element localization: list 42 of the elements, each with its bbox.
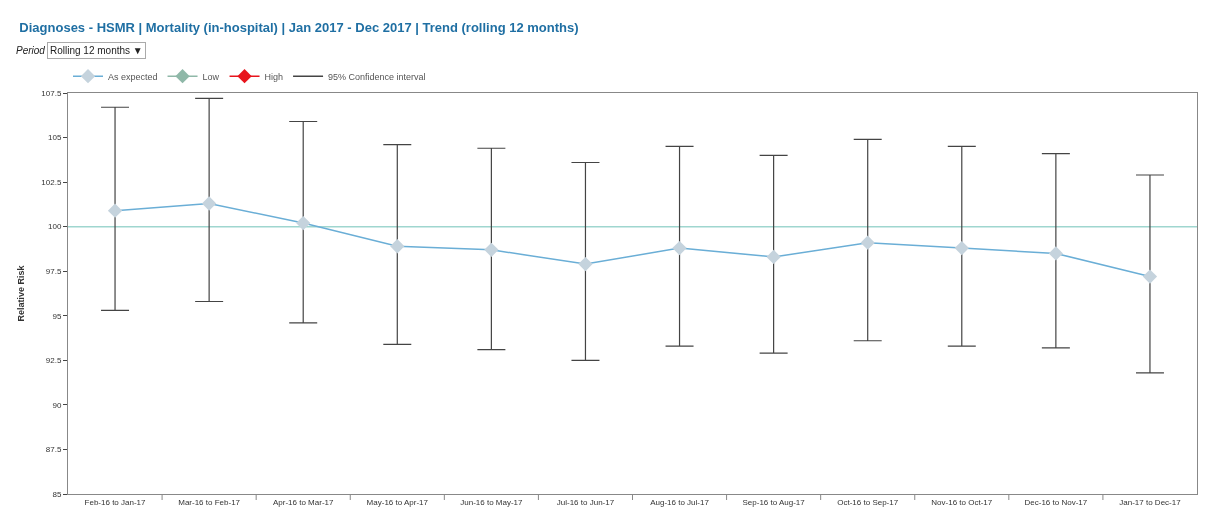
- x-tick-label: Oct-16 to Sep-17: [837, 497, 899, 507]
- x-tick-label: Sep-16 to Aug-17: [742, 497, 806, 507]
- legend-label: As expected: [108, 71, 158, 82]
- x-tick-label: Jan-17 to Dec-17: [1119, 497, 1182, 507]
- text: Period: [16, 45, 46, 56]
- y-tick-label: 102.5: [41, 177, 62, 187]
- y-axis-title: Relative Risk: [15, 264, 26, 322]
- y-tick-label: 100: [48, 222, 62, 232]
- y-tick-label: 107.5: [41, 88, 62, 98]
- x-tick-label: Aug-16 to Jul-17: [650, 497, 710, 507]
- y-tick-label: 95: [52, 311, 62, 321]
- x-tick-label: Apr-16 to Mar-17: [272, 497, 334, 507]
- point: [1048, 246, 1064, 261]
- x-tick-label: Jul-16 to Jun-17: [556, 497, 615, 507]
- point: [390, 239, 405, 254]
- y-tick-label: 90: [52, 400, 62, 410]
- text: Rolling 12 months ▼: [50, 45, 143, 56]
- point: [484, 242, 499, 257]
- point: [860, 235, 875, 250]
- y-tick-label: 87.5: [45, 445, 62, 455]
- point: [672, 240, 687, 256]
- point: [766, 249, 781, 265]
- y-tick-label: 105: [48, 133, 62, 143]
- x-tick-label: Dec-16 to Nov-17: [1024, 497, 1088, 507]
- point: [578, 256, 593, 272]
- y-tick-label: 97.5: [45, 267, 62, 277]
- point: [954, 240, 969, 256]
- point: [296, 215, 311, 231]
- point: [1142, 269, 1158, 284]
- x-tick-label: Mar-16 to Feb-17: [178, 497, 241, 507]
- x-tick-label: Jun-16 to May-17: [460, 497, 524, 507]
- x-tick-label: Nov-16 to Oct-17: [931, 497, 993, 507]
- x-tick-label: May-16 to Apr-17: [366, 497, 429, 507]
- x-tick-label: Feb-16 to Jan-17: [84, 497, 147, 507]
- legend-label: 95% Confidence interval: [328, 71, 426, 82]
- point: [201, 196, 217, 211]
- legend-label: Low: [202, 71, 220, 82]
- legend-label: High: [264, 71, 284, 82]
- chart-title: Diagnoses - HSMR | Mortality (in-hospital) | Jan 2017 - Dec 2017 | Trend (rolling 12 months): [19, 19, 579, 35]
- point: [107, 203, 123, 218]
- y-tick-label: 85: [52, 489, 62, 499]
- y-tick-label: 92.5: [45, 356, 62, 366]
